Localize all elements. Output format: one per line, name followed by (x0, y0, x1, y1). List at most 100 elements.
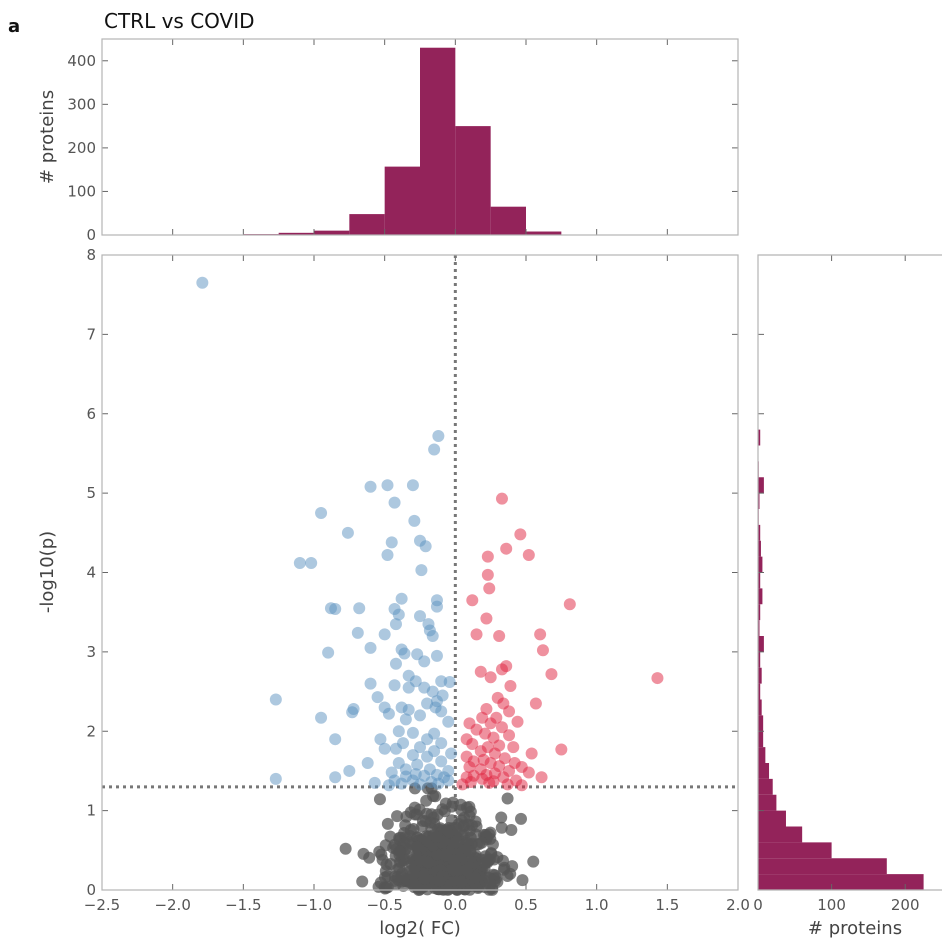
down-regulated-point (406, 749, 419, 762)
nonsig-point (458, 819, 471, 832)
down-regulated-point (414, 778, 426, 791)
right-histogram-xtick-label: 100 (817, 896, 846, 914)
right-histogram-bar (758, 731, 764, 748)
right-histogram-bar (758, 778, 773, 795)
volcano-xtick-label: −2.0 (154, 896, 190, 914)
down-regulated-point (418, 655, 431, 668)
down-regulated-point (430, 594, 443, 607)
volcano-ytick-label: 6 (86, 405, 96, 423)
up-regulated-point (481, 550, 494, 563)
volcano-frame (101, 254, 739, 891)
top-histogram-ytick-label: 100 (67, 182, 96, 200)
right-histogram-bar (758, 667, 762, 684)
volcano-ytick-label: 1 (86, 802, 96, 820)
nonsig-point (419, 872, 432, 885)
nonsig-point (391, 810, 404, 823)
top-histogram-bar (278, 232, 314, 235)
down-regulated-point (389, 657, 402, 670)
down-regulated-point (329, 771, 342, 784)
nonsig-point (460, 864, 473, 877)
down-regulated-point (414, 741, 426, 754)
down-regulated-point (385, 536, 398, 549)
nonsig-point (515, 812, 528, 825)
nonsig-point (498, 861, 511, 874)
nonsig-point (453, 873, 466, 886)
right-histogram-ticks: 0 100 200 (753, 254, 920, 914)
down-regulated-point (395, 592, 408, 605)
top-histogram-ytick-label: 200 (67, 139, 96, 157)
nonsig-point (422, 856, 435, 869)
down-regulated-point (353, 602, 366, 615)
down-regulated-point (392, 725, 405, 738)
right-histogram-bar (758, 636, 764, 652)
right-histogram-xlabel: # proteins (808, 918, 902, 939)
volcano-ytick-label: 3 (86, 643, 96, 661)
nonsig-point (482, 871, 495, 884)
down-regulated-point (398, 647, 411, 660)
top-histogram-ylabel: # proteins (37, 90, 58, 184)
chart-title: CTRL vs COVID (104, 9, 255, 33)
top-histogram-ytick-label: 300 (67, 95, 96, 113)
nonsig-point (378, 871, 391, 884)
down-regulated-point (351, 626, 364, 639)
volcano-ytick-label: 5 (86, 484, 96, 502)
up-regulated-point (651, 672, 664, 685)
down-regulated-point (196, 276, 209, 289)
down-regulated-point (402, 681, 415, 694)
down-regulated-point (374, 733, 387, 746)
top-histogram-bar (349, 214, 385, 235)
volcano-xtick-label: −1.5 (225, 896, 261, 914)
down-regulated-point (315, 506, 328, 519)
nonsig-point (455, 804, 468, 817)
right-histogram-bar (758, 477, 764, 494)
up-regulated-point (483, 582, 496, 595)
up-regulated-point (488, 747, 501, 760)
right-histogram-frame (757, 254, 942, 891)
up-regulated-point (522, 766, 535, 779)
right-histogram-bar (758, 540, 761, 557)
right-histogram-bar (758, 588, 763, 605)
volcano-xtick-label: −0.5 (366, 896, 402, 914)
up-regulated-point (529, 697, 542, 710)
down-regulated-point (388, 496, 401, 509)
volcano-ytick-label: 2 (86, 722, 96, 740)
down-regulated-point (381, 479, 394, 492)
down-regulated-point (343, 764, 356, 777)
up-regulated-point (476, 711, 489, 724)
down-regulated-point (364, 480, 377, 493)
right-histogram-bar (758, 524, 761, 541)
down-regulated-point (293, 556, 306, 569)
up-regulated-point (495, 663, 508, 676)
up-regulated-point (466, 737, 479, 750)
down-regulated-point (378, 742, 391, 755)
nonsig-point (413, 803, 426, 816)
top-histogram-ytick-label: 400 (67, 52, 96, 70)
top-histogram-frame (101, 38, 739, 236)
up-regulated-point (480, 612, 493, 625)
up-regulated-point (535, 771, 548, 784)
down-regulated-point (435, 737, 448, 750)
volcano-xlabel: log2( FC) (379, 918, 461, 939)
down-regulated-point (442, 715, 455, 728)
down-regulated-point (382, 707, 395, 720)
down-regulated-point (426, 630, 439, 642)
nonsig-point (425, 808, 438, 821)
down-regulated-point (419, 540, 432, 553)
nonsig-point (431, 848, 444, 861)
volcano-xtick-label: 2.0 (726, 896, 750, 914)
right-histogram-bar (758, 604, 761, 621)
down-regulated-point (364, 641, 377, 654)
nonsig-point (400, 810, 413, 823)
volcano-ytick-label: 4 (86, 564, 96, 582)
right-histogram-bar (758, 572, 761, 589)
nonsig-point (495, 821, 508, 834)
up-regulated-point (507, 741, 520, 754)
up-regulated-point (500, 542, 513, 555)
volcano-ylabel: -log10(p) (37, 531, 58, 613)
up-regulated-point (534, 628, 547, 641)
nonsig-point (357, 847, 370, 860)
down-regulated-point (269, 693, 282, 706)
down-regulated-point (371, 691, 384, 704)
right-histogram-bar (758, 699, 762, 716)
